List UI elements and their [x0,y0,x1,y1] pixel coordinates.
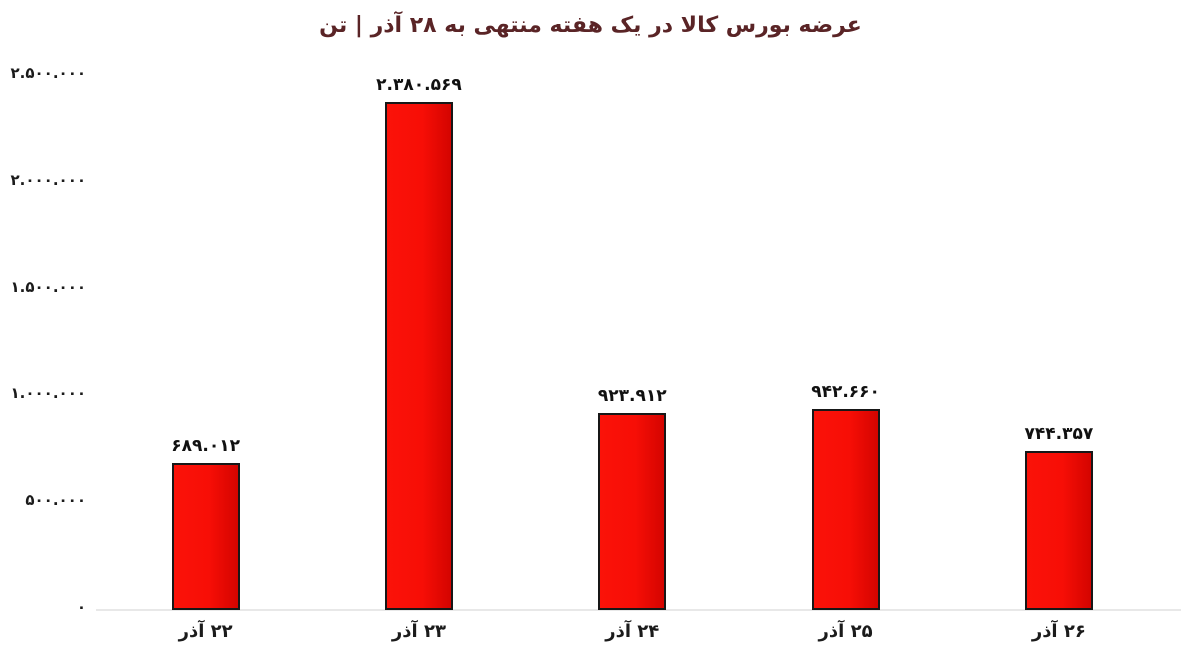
x-axis-line [96,609,1181,611]
y-axis-tick-label: ۵۰۰.۰۰۰ [25,491,86,510]
y-axis-tick-label: ۲.۰۰۰.۰۰۰ [10,170,86,189]
chart-title: عرضه بورس کالا در یک هفته منتهی به ۲۸ آذ… [319,13,862,38]
bar [1024,451,1093,610]
bar-value-label: ۹۲۳.۹۱۲ [597,385,667,406]
bar [598,412,667,610]
y-axis-tick-label: ۱.۵۰۰.۰۰۰ [10,277,86,296]
bar [171,462,240,610]
x-axis-category-label: ۲۲ آذر [178,621,233,642]
bar-value-label: ۷۴۴.۳۵۷ [1024,424,1094,444]
bar-value-label: ۲.۳۸۰.۵۶۹ [376,74,462,95]
y-axis-tick-label: ۲.۵۰۰.۰۰۰ [10,64,86,82]
bar [384,101,453,610]
y-axis-tick-label: ۰ [76,598,86,616]
x-axis-category-label: ۲۳ آذر [391,621,446,642]
y-axis-tick-label: ۱.۰۰۰.۰۰۰ [10,384,86,403]
bar-value-label: ۶۸۹.۰۱۲ [171,435,240,456]
x-axis-category-label: ۲۴ آذر [605,621,660,642]
bar [811,408,880,610]
x-axis-category-label: ۲۵ آذر [818,621,873,642]
x-axis-category-label: ۲۶ آذر [1031,621,1086,642]
bar-value-label: ۹۴۲.۶۶۰ [811,381,880,402]
